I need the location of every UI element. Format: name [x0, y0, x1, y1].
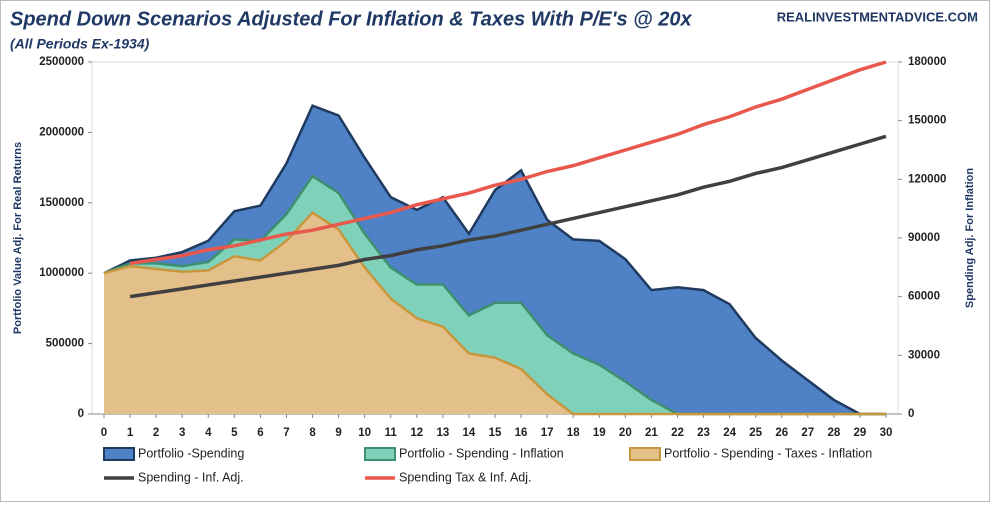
area-outline [103, 104, 886, 416]
y2-tick-label: 30000 [908, 349, 940, 361]
x-tick-label: 13 [436, 427, 449, 439]
x-tick-label: 14 [463, 427, 476, 439]
y-tick-label: 1500000 [39, 197, 84, 209]
x-tick-label: 2 [153, 427, 159, 439]
area-outline [103, 211, 886, 416]
x-tick-label: 9 [335, 427, 341, 439]
legend-swatch [364, 447, 396, 461]
x-tick-label: 26 [775, 427, 788, 439]
y-tick-label: 500000 [46, 338, 84, 350]
legend-label: Portfolio -Spending [138, 446, 244, 460]
x-tick-label: 7 [283, 427, 289, 439]
x-tick-label: 27 [801, 427, 814, 439]
x-tick-label: 11 [385, 427, 398, 439]
legend-label: Spending Tax & Inf. Adj. [399, 470, 532, 484]
chart-title: Spend Down Scenarios Adjusted For Inflat… [10, 8, 692, 30]
x-tick-label: 28 [827, 427, 840, 439]
x-tick-label: 25 [749, 427, 762, 439]
legend-label: Portfolio - Spending - Inflation [399, 446, 564, 460]
y2-tick-label: 60000 [908, 291, 940, 303]
y2-tick-label: 90000 [908, 232, 940, 244]
x-tick-label: 8 [309, 427, 316, 439]
legend-label: Spending - Inf. Adj. [138, 470, 244, 484]
y-tick-label: 0 [78, 408, 84, 420]
x-tick-label: 29 [854, 427, 867, 439]
x-tick-label: 3 [179, 427, 185, 439]
x-tick-label: 15 [489, 427, 502, 439]
x-tick-label: 20 [619, 427, 632, 439]
y-axis-label: Portfolio Value Adj. For Real Returns [12, 142, 24, 334]
x-tick-label: 16 [515, 427, 528, 439]
x-tick-label: 24 [723, 427, 736, 439]
legend-swatch [103, 447, 135, 461]
y2-tick-label: 0 [908, 408, 914, 420]
y2-tick-label: 180000 [908, 56, 946, 68]
x-tick-label: 19 [593, 427, 606, 439]
x-tick-label: 12 [410, 427, 423, 439]
legend-label: Portfolio - Spending - Taxes - Inflation [664, 446, 872, 460]
x-tick-label: 10 [358, 427, 371, 439]
chart-subtitle: (All Periods Ex-1934) [10, 36, 150, 52]
line [129, 134, 887, 299]
x-tick-label: 22 [671, 427, 684, 439]
x-tick-label: 30 [880, 427, 893, 439]
y-tick-label: 1000000 [39, 267, 84, 279]
area [104, 212, 886, 414]
y2-tick-label: 120000 [908, 173, 946, 185]
x-tick-label: 18 [567, 427, 580, 439]
x-tick-label: 17 [541, 427, 554, 439]
y2-tick-label: 150000 [908, 115, 946, 127]
x-tick-label: 5 [231, 427, 238, 439]
y2-axis-label: Spending Adj. For Inflation [964, 168, 976, 308]
x-tick-label: 1 [127, 427, 134, 439]
y-tick-label: 2500000 [39, 56, 84, 68]
x-tick-label: 23 [697, 427, 710, 439]
watermark: REALINVESTMENTADVICE.COM [777, 9, 978, 24]
line [129, 60, 887, 266]
legend-swatch [629, 447, 661, 461]
x-tick-label: 0 [101, 427, 107, 439]
x-tick-label: 6 [257, 427, 263, 439]
x-tick-label: 4 [205, 427, 212, 439]
y-tick-label: 2000000 [39, 126, 84, 138]
x-tick-label: 21 [645, 427, 658, 439]
